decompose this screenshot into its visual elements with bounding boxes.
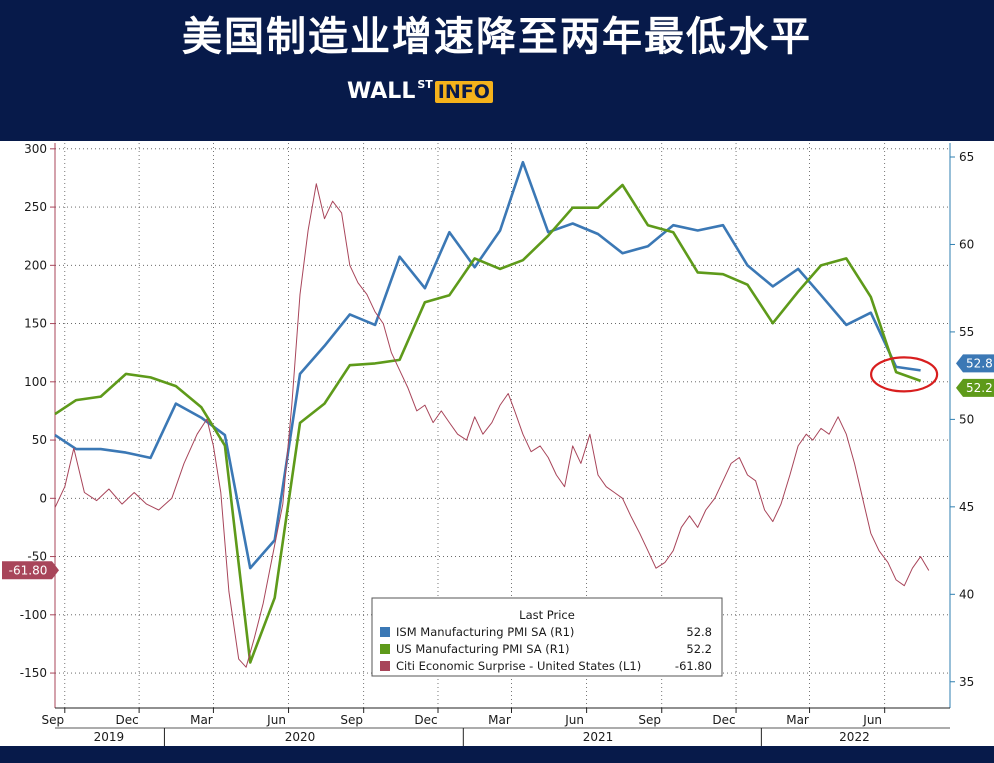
x-axis-tick-label: Mar — [786, 713, 809, 727]
brand-logo-wall: WALL — [347, 79, 416, 104]
x-axis-tick-label: Sep — [41, 713, 64, 727]
legend-title: Last Price — [519, 608, 575, 622]
left-axis-tick-label: 200 — [24, 258, 47, 272]
series-lines — [54, 160, 930, 668]
legend-value-citi: -61.80 — [675, 659, 712, 673]
x-axis-tick-label: Jun — [266, 713, 286, 727]
left-axis-tick-label: 50 — [32, 433, 47, 447]
right-axis-tick-label: 35 — [959, 675, 974, 689]
year-label: 2020 — [285, 730, 316, 744]
legend-value-us: 52.2 — [686, 642, 712, 656]
x-axis-tick-label: Dec — [414, 713, 437, 727]
left-axis-tick-label: 250 — [24, 200, 47, 214]
last-value-tag-text-us: 52.2 — [966, 381, 993, 395]
legend-label-citi: Citi Economic Surprise - United States (… — [396, 659, 641, 673]
legend-box — [371, 597, 723, 677]
legend: Last Price ISM Manufacturing PMI SA (R1) 5… — [371, 597, 723, 677]
legend-label-ism: ISM Manufacturing PMI SA (R1) — [396, 625, 574, 639]
page-title: 美国制造业增速降至两年最低水平 — [182, 14, 812, 60]
legend-label-us: US Manufacturing PMI SA (R1) — [396, 642, 570, 656]
left-axis-tick-label: -100 — [20, 608, 47, 622]
last-value-tag-text-citi: -61.80 — [9, 563, 48, 577]
last-value-tag-citi — [2, 561, 59, 580]
x-axis-tick-label: Jun — [862, 713, 882, 727]
x-axis-tick-label: Mar — [190, 713, 213, 727]
right-axis-tick-label: 55 — [959, 325, 974, 339]
year-label: 2019 — [94, 730, 125, 744]
legend-value-ism: 52.8 — [686, 625, 712, 639]
brand-logo: WALL ST INFO — [347, 78, 493, 106]
brand-logo-info: INFO — [434, 81, 493, 103]
left-axis-tick-label: -50 — [27, 550, 47, 564]
legend-swatch-us — [380, 644, 390, 654]
last-value-tags: -61.80 52.8 52.2 — [2, 354, 994, 580]
right-axis-tick-label: 45 — [959, 500, 974, 514]
right-axis-tick-label: 50 — [959, 412, 974, 426]
right-axis-tick-label: 65 — [959, 150, 974, 164]
last-value-tag-us — [956, 378, 994, 397]
left-axis-tick-label: -150 — [20, 666, 47, 680]
x-axis-tick-label: Dec — [115, 713, 138, 727]
series-line-ism — [54, 160, 921, 570]
year-label: 2021 — [583, 730, 614, 744]
series-line-us — [54, 183, 922, 664]
legend-swatch-citi — [380, 661, 390, 671]
left-axis-tick-label: 0 — [39, 491, 47, 505]
annotations — [870, 356, 939, 393]
x-axis-tick-label: Sep — [638, 713, 661, 727]
left-axis-tick-label: 150 — [24, 317, 47, 331]
legend-swatch-ism — [380, 627, 390, 637]
right-axis-tick-label: 40 — [959, 587, 974, 601]
left-axis-tick-label: 100 — [24, 375, 47, 389]
left-axis-tick-label: 300 — [24, 142, 47, 156]
last-value-tag-text-ism: 52.8 — [966, 356, 993, 370]
last-value-tag-ism — [956, 354, 994, 373]
axes: 300 250 200 150 100 50 0 -50 -100 -150 65 60 55 50 45 4… — [20, 142, 974, 746]
year-label: 2022 — [839, 730, 870, 744]
brand-logo-st: ST — [417, 78, 433, 91]
x-axis-tick-label: Jun — [564, 713, 584, 727]
highlight-circle — [870, 356, 939, 393]
right-axis-tick-label: 60 — [959, 237, 974, 251]
series-line-citi — [54, 183, 930, 668]
x-axis-tick-label: Dec — [712, 713, 735, 727]
x-axis-tick-label: Sep — [340, 713, 363, 727]
x-axis-tick-label: Mar — [488, 713, 511, 727]
